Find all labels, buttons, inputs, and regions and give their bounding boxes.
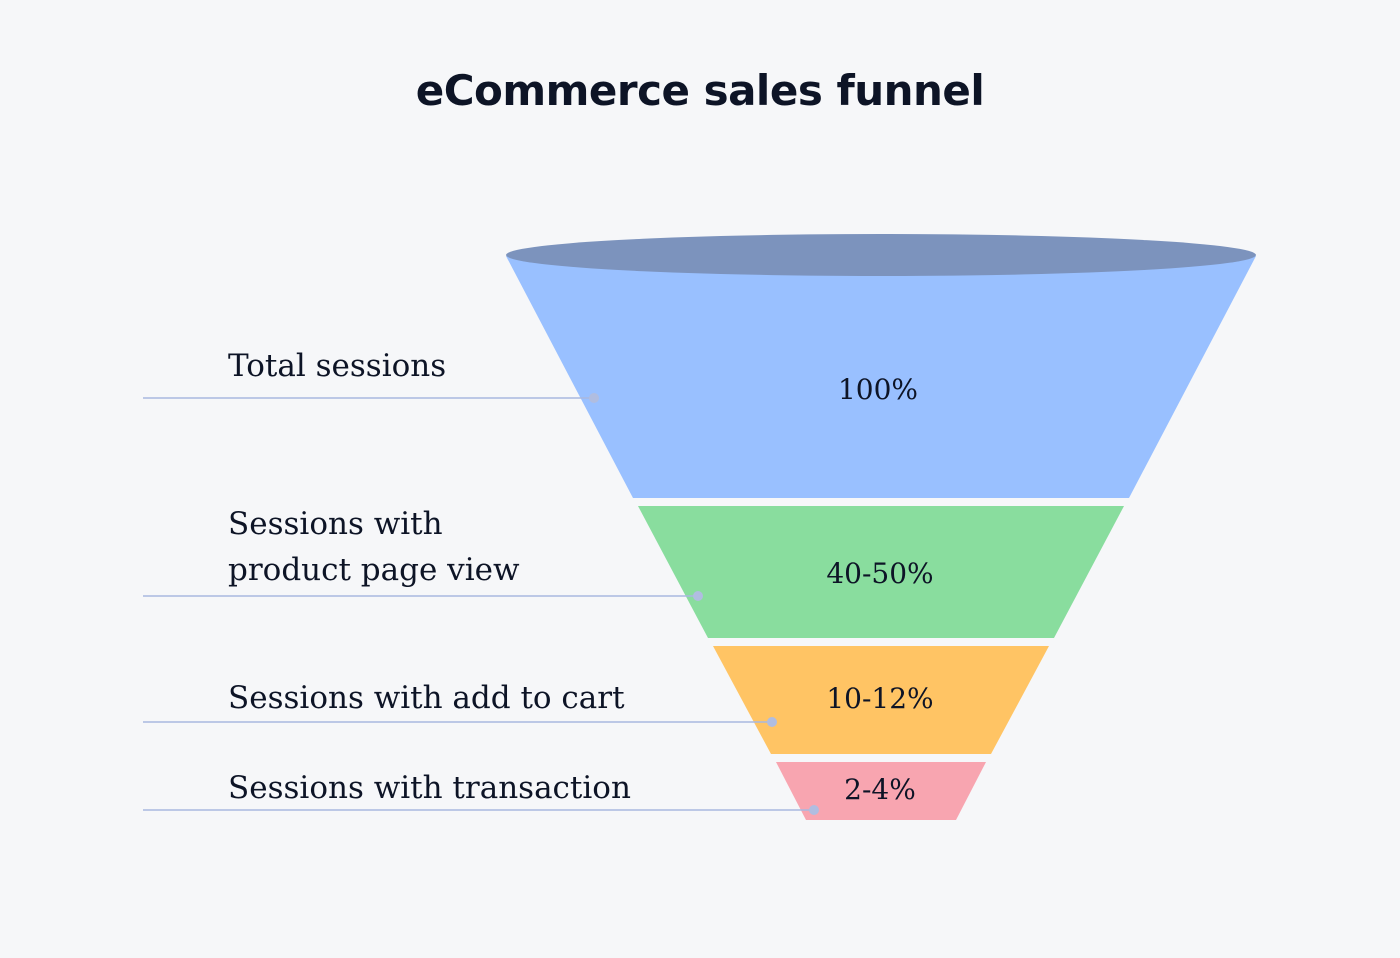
stage-label-line: Sessions with: [228, 506, 443, 542]
stage-label-transaction: Sessions with transaction: [228, 765, 631, 811]
funnel-segment-transaction: [776, 762, 986, 820]
stage-label-line: product page view: [228, 552, 520, 588]
stage-label-product-page-view: Sessions with product page view: [228, 501, 520, 593]
leader-dot-transaction: [809, 805, 819, 815]
stage-label-add-to-cart: Sessions with add to cart: [228, 675, 625, 721]
funnel-segment-product-page-view: [638, 506, 1124, 638]
page-title: eCommerce sales funnel: [415, 66, 985, 115]
stage-label-line: Total sessions: [228, 348, 447, 384]
stage-value-product-page-view: 40-50%: [826, 557, 933, 590]
funnel-rim: [506, 234, 1256, 276]
leader-dot-total-sessions: [589, 393, 599, 403]
stage-value-add-to-cart: 10-12%: [826, 682, 933, 715]
leader-dot-product-page-view: [693, 591, 703, 601]
leader-dot-add-to-cart: [767, 717, 777, 727]
funnel-segment-total-sessions: [506, 256, 1256, 498]
stage-label-line: Sessions with transaction: [228, 770, 631, 806]
stage-label-line: Sessions with add to cart: [228, 680, 625, 716]
stage-value-transaction: 2-4%: [844, 773, 916, 806]
funnel-segment-add-to-cart: [713, 646, 1049, 754]
stage-label-total-sessions: Total sessions: [228, 343, 446, 389]
stage-value-total-sessions: 100%: [838, 373, 918, 406]
